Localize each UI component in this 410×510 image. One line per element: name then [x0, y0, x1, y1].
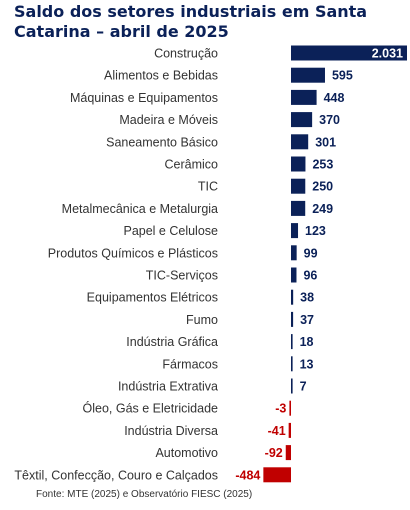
- category-label: Alimentos e Bebidas: [104, 69, 218, 83]
- category-label: Fármacos: [162, 357, 218, 371]
- data-label: 37: [300, 313, 314, 327]
- bar: [289, 400, 291, 416]
- data-label: -92: [265, 446, 283, 460]
- category-label: Fumo: [186, 313, 218, 327]
- bar: [291, 134, 309, 150]
- category-label: TIC: [198, 180, 218, 194]
- bar: [291, 45, 407, 61]
- data-label: 2.031: [372, 47, 403, 61]
- data-label: 13: [300, 357, 314, 371]
- bar: [291, 89, 317, 105]
- bar: [291, 178, 306, 194]
- bar: [291, 200, 306, 216]
- data-label: 99: [304, 246, 318, 260]
- data-label: 249: [312, 202, 333, 216]
- category-label: Indústria Gráfica: [126, 335, 218, 349]
- category-label: Saneamento Básico: [106, 135, 218, 149]
- data-label: 253: [312, 158, 333, 172]
- bar: [291, 67, 325, 83]
- bar: [291, 356, 293, 372]
- data-label: -3: [275, 402, 286, 416]
- data-label: 38: [300, 291, 314, 305]
- data-label: 7: [300, 380, 307, 394]
- category-label: Equipamentos Elétricos: [87, 291, 218, 305]
- category-label: TIC-Serviços: [146, 269, 218, 283]
- bar: [291, 267, 297, 283]
- category-label: Papel e Celulose: [123, 224, 218, 238]
- category-label: Produtos Químicos e Plásticos: [48, 246, 218, 260]
- data-label: 301: [315, 135, 336, 149]
- bar: [291, 311, 294, 327]
- data-label: -41: [268, 424, 286, 438]
- bar: [288, 422, 291, 438]
- bar: [291, 334, 293, 350]
- data-label: 18: [300, 335, 314, 349]
- bar: [291, 112, 313, 128]
- category-label: Automotivo: [155, 446, 218, 460]
- category-label: Metalmecânica e Metalurgia: [62, 202, 218, 216]
- data-label: -484: [235, 468, 260, 482]
- bar: [285, 445, 291, 461]
- source-note: Fonte: MTE (2025) e Observatório FIESC (…: [36, 489, 253, 500]
- category-label: Máquinas e Equipamentos: [70, 91, 218, 105]
- category-label: Indústria Diversa: [124, 424, 218, 438]
- category-label: Óleo, Gás e Eletricidade: [83, 401, 219, 416]
- bar: [291, 245, 297, 261]
- data-label: 595: [332, 69, 353, 83]
- data-label: 250: [312, 180, 333, 194]
- bar: [263, 467, 291, 483]
- bar: [291, 156, 306, 172]
- data-label: 123: [305, 224, 326, 238]
- category-label: Madeira e Móveis: [119, 113, 218, 127]
- category-label: Cerâmico: [165, 158, 219, 172]
- chart-title: Saldo dos setores industriais em Santa C…: [14, 2, 368, 41]
- bar: [291, 378, 293, 394]
- bar: [291, 289, 294, 305]
- bar-chart: Construção 2.031 Alimentos e Bebidas 595 Máq…: [14, 45, 407, 483]
- data-label: 370: [319, 113, 340, 127]
- category-label: Indústria Extrativa: [118, 380, 218, 394]
- data-label: 96: [303, 269, 317, 283]
- category-label: Têxtil, Confecção, Couro e Calçados: [14, 468, 218, 482]
- bar: [291, 223, 299, 239]
- category-label: Construção: [154, 47, 218, 61]
- data-label: 448: [324, 91, 345, 105]
